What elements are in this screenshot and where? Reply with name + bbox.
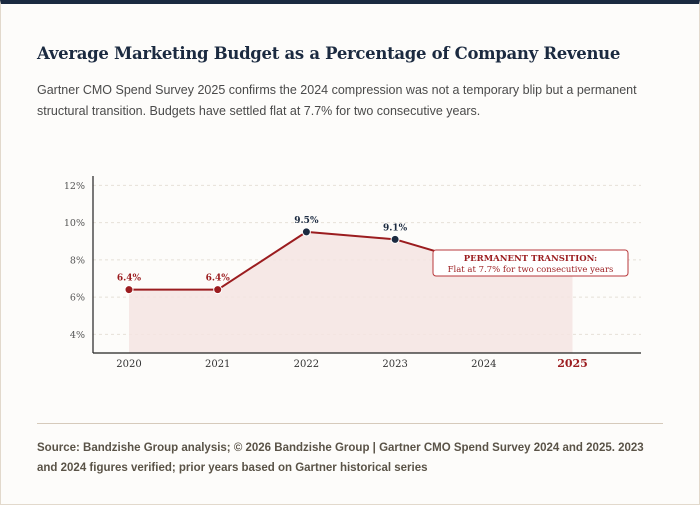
y-tick-label: 6% <box>70 293 85 304</box>
labels-layer: 6.4% 6.4% 9.5% 9.1% <box>117 216 408 284</box>
x-tick-label: 2023 <box>382 359 407 370</box>
y-tick-label: 4% <box>70 330 85 341</box>
footer-divider <box>37 423 663 424</box>
y-tick-label: 8% <box>70 255 85 266</box>
x-tick-label: 2025 <box>557 357 588 370</box>
data-label: 6.4% <box>206 274 231 284</box>
data-label: 6.4% <box>117 274 142 284</box>
annotation-box: PERMANENT TRANSITION: Flat at 7.7% for t… <box>432 249 629 277</box>
annotation-text: Flat at 7.7% for two consecutive years <box>448 265 614 275</box>
data-point <box>124 285 134 295</box>
chart-subtitle: Gartner CMO Spend Survey 2025 confirms t… <box>37 83 637 118</box>
data-label: 9.5% <box>294 216 319 226</box>
y-tick-label: 10% <box>64 218 85 229</box>
source-note: Source: Bandzishe Group analysis; © 2026… <box>37 442 644 474</box>
x-tick-label: 2024 <box>471 359 496 370</box>
data-point <box>301 227 311 237</box>
data-point <box>213 285 223 295</box>
axes <box>92 176 641 354</box>
line-chart: 4% 6% 8% 10% 12% 2020 2021 2022 2023 2024 2025 6.4… <box>64 176 641 370</box>
annotation-title: PERMANENT TRANSITION: <box>464 254 597 264</box>
y-tick-label: 12% <box>64 181 85 192</box>
x-tick-label: 2022 <box>294 359 319 370</box>
data-label: 9.1% <box>383 223 408 233</box>
chart-title: Average Marketing Budget as a Percentage… <box>37 44 621 63</box>
x-tick-label: 2021 <box>205 359 230 370</box>
x-tick-label: 2020 <box>116 359 141 370</box>
data-point <box>390 234 400 244</box>
points-layer <box>124 227 400 295</box>
